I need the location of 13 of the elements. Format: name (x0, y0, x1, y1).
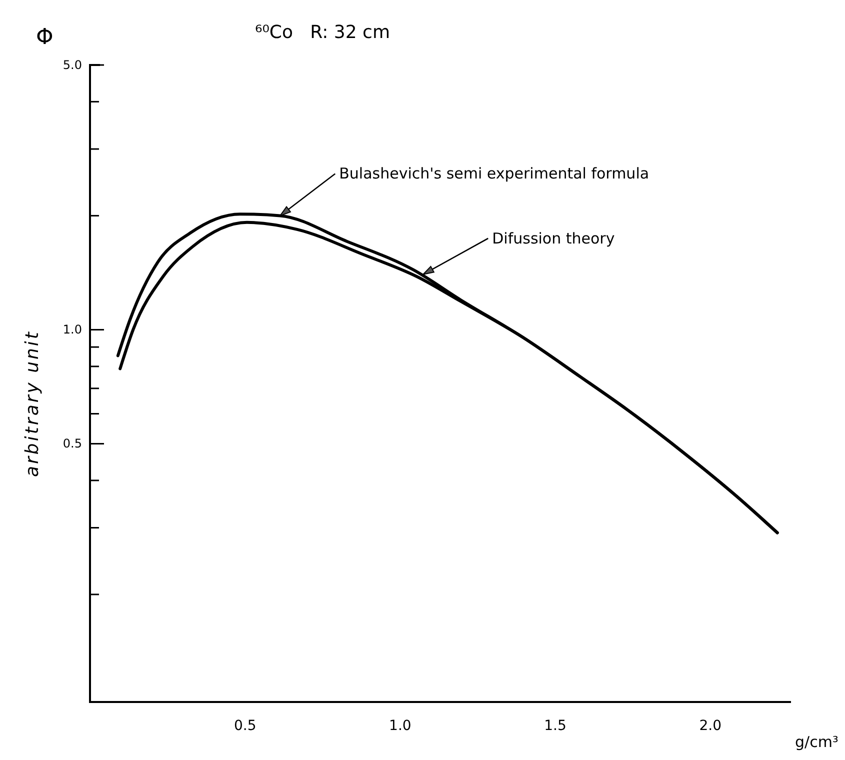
annotation: Bulashevich's semi experimental formula (339, 164, 650, 183)
x-tick-label: 1.5 (544, 718, 566, 734)
chart-title: ⁶⁰Co R: 32 cm (255, 22, 390, 43)
x-axis-title: g/cm³ (795, 733, 838, 751)
y-tick-label: 0.5 (62, 436, 82, 451)
annotation: Difussion theory (492, 229, 615, 248)
y-tick-label: 5.0 (62, 58, 82, 72)
x-tick-label: 0.5 (234, 718, 256, 734)
text: Φ (36, 25, 54, 50)
x-tick-label: 2.0 (699, 718, 722, 734)
x-tick-label: 1.0 (389, 718, 412, 734)
y-axis-title: arbitrary unit (22, 330, 43, 477)
y-tick-label: 1.0 (62, 322, 82, 337)
